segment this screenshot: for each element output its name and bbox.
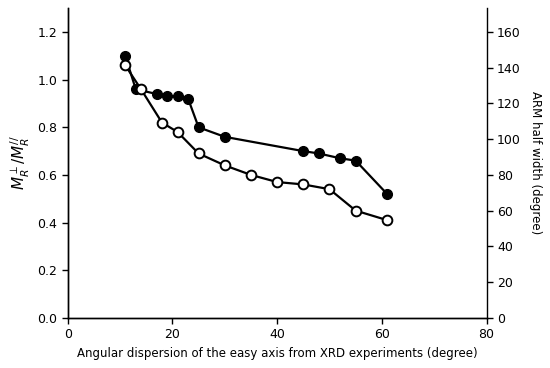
Y-axis label: $M_R^{\perp}/M_R^{//}$: $M_R^{\perp}/M_R^{//}$	[8, 135, 32, 191]
X-axis label: Angular dispersion of the easy axis from XRD experiments (degree): Angular dispersion of the easy axis from…	[77, 347, 477, 360]
Y-axis label: ARM half width (degree): ARM half width (degree)	[529, 91, 542, 235]
